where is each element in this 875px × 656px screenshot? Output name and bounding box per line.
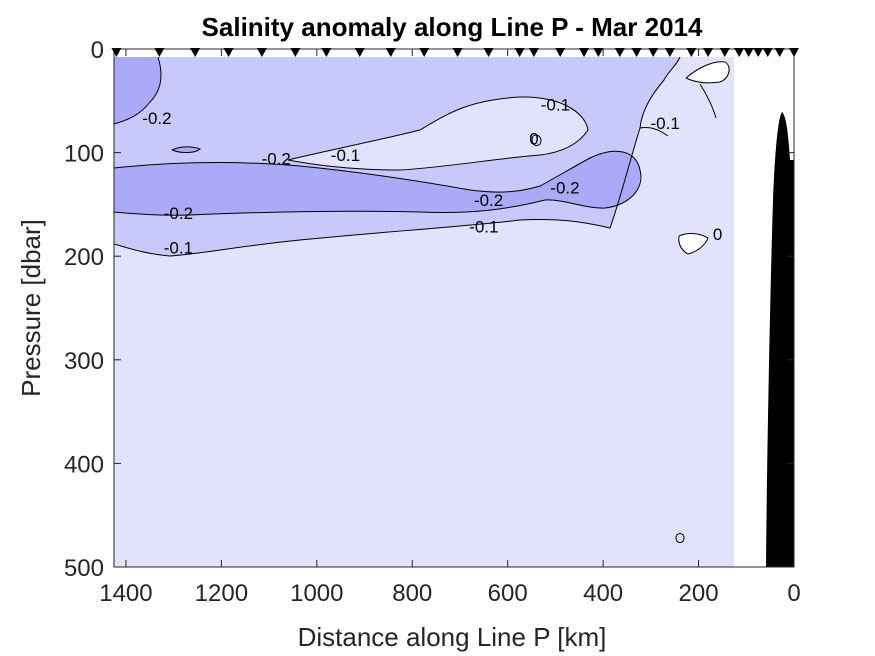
y-tick-label: 400 (64, 451, 104, 478)
contour-line-minus-0.1-coast (639, 83, 717, 137)
contour-label: -0.2 (550, 178, 579, 197)
station-marker (528, 48, 539, 57)
x-tick-label: 200 (679, 580, 719, 607)
contour-line-minus-0.1-lower (114, 56, 681, 257)
bathymetry (766, 112, 794, 567)
contour-line-minus-0.1-pocket (287, 96, 589, 171)
station-markers (111, 48, 799, 57)
station-marker (734, 48, 745, 57)
contour-label: -0.1 (331, 146, 360, 165)
contour-line-minus-0.2-dash (171, 146, 201, 153)
contour-label: -0.1 (469, 218, 498, 237)
contour-label: -0.1 (651, 114, 680, 133)
contour-label: 0 (713, 225, 722, 244)
station-marker (223, 48, 234, 57)
y-tick-label: 100 (64, 141, 104, 168)
fill-level-below-minus-0.2-tongue (114, 151, 641, 216)
contour-line-minus-0.2-top-left (114, 56, 162, 125)
axes: 1400 1200 1000 800 600 400 200 0 0 100 200 300 400 5… (64, 37, 801, 607)
y-tick-label: 500 (64, 555, 104, 582)
station-marker (579, 48, 590, 57)
fill-level-minus-0.1-to-0-pocket (288, 96, 588, 170)
station-marker (321, 48, 332, 57)
contour-label: -0.2 (262, 149, 291, 168)
plot-area (114, 49, 794, 567)
x-tick-label: 1400 (99, 580, 152, 607)
x-axis-label: Distance along Line P [km] (298, 622, 607, 652)
station-marker (483, 48, 494, 57)
fill-level-above-0-pocket-mid (678, 233, 708, 254)
station-marker (555, 48, 566, 57)
contour-label: -0.1 (164, 238, 193, 257)
station-marker (648, 48, 659, 57)
station-marker (631, 48, 642, 57)
contour-line-0-small-ring (531, 134, 542, 147)
contour-label: -0.2 (474, 191, 503, 210)
y-axis-label: Pressure [dbar] (16, 219, 46, 397)
y-ticks: 0 100 200 300 400 500 (64, 37, 794, 582)
station-marker (154, 48, 165, 57)
contour-lines (114, 56, 730, 543)
contour-line-0-bottom-ring (675, 533, 685, 543)
x-tick-label: 600 (488, 580, 528, 607)
contour-label: -0.2 (142, 109, 171, 128)
station-marker (743, 48, 754, 57)
station-marker (354, 48, 365, 57)
y-tick-label: 0 (91, 37, 104, 64)
x-tick-label: 0 (787, 580, 800, 607)
contour-fills (114, 57, 734, 567)
fill-level-below-minus-0.2-dash (172, 146, 200, 153)
contour-line-0-pocket-mid (678, 233, 709, 255)
contour-label: 0 (529, 130, 538, 149)
station-marker (789, 48, 799, 57)
station-marker (419, 48, 430, 57)
station-marker (111, 48, 122, 57)
station-marker (686, 48, 697, 57)
y-tick-label: 300 (64, 348, 104, 375)
contour-line-minus-0.2-tongue (114, 150, 642, 216)
fill-level-below-minus-0.2-top-left (114, 57, 161, 124)
contour-labels: -0.2-0.2 -0.1-0.10-0.2-0.1-0.2-0.2-0.1-0.… (142, 95, 722, 257)
chart-title: Salinity anomaly along Line P - Mar 2014 (202, 12, 703, 42)
x-tick-label: 800 (392, 580, 432, 607)
station-marker (614, 48, 625, 57)
contour-label: -0.1 (541, 95, 570, 114)
station-marker (256, 48, 267, 57)
x-tick-label: 400 (583, 580, 623, 607)
x-tick-label: 1000 (290, 580, 343, 607)
station-marker (719, 48, 730, 57)
station-marker (753, 48, 764, 57)
contour-label: -0.2 (164, 204, 193, 223)
x-ticks: 1400 1200 1000 800 600 400 200 0 (99, 49, 801, 607)
contour-line-0-pocket-top (685, 61, 730, 84)
station-marker (514, 48, 525, 57)
station-marker (703, 48, 714, 57)
station-marker (385, 48, 396, 57)
station-marker (774, 48, 785, 57)
fill-level-above-0-pocket-top (686, 61, 730, 83)
y-tick-label: 200 (64, 244, 104, 271)
station-marker (762, 48, 773, 57)
station-marker (664, 48, 675, 57)
station-marker (593, 48, 604, 57)
station-marker (290, 48, 301, 57)
station-marker (190, 48, 201, 57)
station-marker (452, 48, 463, 57)
x-tick-label: 1200 (195, 580, 248, 607)
